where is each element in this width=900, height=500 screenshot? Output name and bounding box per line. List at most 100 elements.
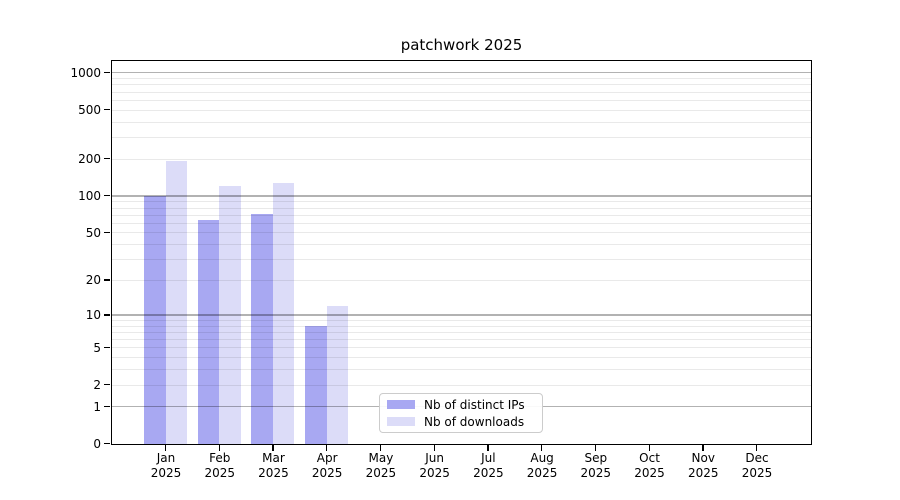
- y-tick-mark: [104, 71, 110, 74]
- legend-label: Nb of distinct IPs: [424, 397, 525, 412]
- x-tick-year: 2025: [687, 466, 719, 480]
- x-tick-month: Oct: [639, 451, 660, 465]
- x-tick-label: May 2025: [353, 451, 409, 481]
- y-tick-label: 2: [93, 378, 101, 392]
- x-tick-label: Apr 2025: [299, 451, 355, 481]
- x-tick-month: Nov: [691, 451, 715, 465]
- x-tick-label: Jan 2025: [138, 451, 194, 481]
- minor-gridline: [111, 91, 811, 93]
- x-tick-mark: [594, 445, 597, 451]
- x-tick-year: 2025: [419, 466, 450, 480]
- plot-area: [104, 59, 812, 451]
- x-tick-month: Jun: [425, 451, 444, 465]
- x-tick-mark: [433, 445, 435, 451]
- x-tick-mark: [702, 445, 704, 451]
- x-tick-mark: [326, 445, 328, 451]
- bar-downloads: [272, 182, 295, 444]
- x-tick-label: Nov 2025: [675, 451, 731, 481]
- x-tick-mark: [379, 445, 382, 451]
- bar-downloads: [326, 305, 349, 444]
- x-tick-mark: [272, 445, 274, 451]
- minor-gridline: [111, 207, 811, 209]
- x-tick-year: 2025: [526, 466, 558, 480]
- y-tick-label: 0: [93, 437, 101, 451]
- y-tick-mark: [104, 405, 110, 408]
- minor-gridline: [111, 84, 811, 86]
- y-tick-label: 200: [78, 152, 101, 167]
- y-tick-label: 20: [85, 273, 101, 288]
- bar-distinct-ips: [144, 195, 166, 444]
- legend-label: Nb of downloads: [424, 414, 525, 429]
- x-tick-year: 2025: [473, 466, 504, 480]
- y-tick-mark: [104, 109, 110, 111]
- minor-gridline: [111, 99, 811, 101]
- legend-item: Nb of downloads: [387, 415, 535, 429]
- x-tick-year: 2025: [311, 466, 343, 480]
- legend-swatch-icon: [387, 417, 415, 426]
- x-tick-month: Mar: [262, 451, 285, 465]
- y-tick-mark: [104, 279, 110, 281]
- y-tick-mark: [104, 195, 110, 197]
- legend-swatch-icon: [387, 400, 415, 409]
- x-tick-month: Feb: [209, 451, 231, 465]
- x-tick-month: Jul: [481, 451, 496, 465]
- y-tick-label: 10: [85, 308, 101, 323]
- x-tick-label: Sep 2025: [568, 451, 624, 481]
- bar-distinct-ips: [251, 213, 273, 444]
- y-tick-mark: [104, 443, 110, 445]
- y-tick-label: 500: [78, 103, 101, 118]
- y-tick-mark: [104, 158, 110, 160]
- bar-downloads: [165, 160, 187, 444]
- y-tick-mark: [104, 231, 110, 234]
- y-tick-mark: [104, 346, 110, 349]
- x-tick-label: Mar 2025: [245, 451, 301, 481]
- legend: Nb of distinct IPs Nb of downloads: [379, 393, 543, 433]
- minor-gridline: [111, 137, 811, 138]
- major-gridline: [111, 195, 811, 197]
- x-tick-mark: [487, 445, 489, 451]
- minor-gridline: [111, 214, 811, 216]
- x-tick-month: Apr: [316, 451, 338, 465]
- y-tick-mark: [104, 314, 110, 316]
- x-tick-mark: [648, 445, 650, 451]
- x-tick-month: Aug: [530, 451, 554, 465]
- x-tick-year: 2025: [365, 466, 397, 480]
- x-tick-mark: [756, 445, 758, 451]
- x-tick-year: 2025: [580, 466, 612, 480]
- bar-distinct-ips: [305, 325, 327, 444]
- legend-item: Nb of distinct IPs: [387, 398, 535, 412]
- x-tick-mark: [165, 445, 167, 451]
- x-tick-year: 2025: [204, 466, 235, 480]
- bar-downloads: [219, 185, 241, 444]
- x-tick-year: 2025: [150, 466, 182, 480]
- y-tick-mark: [104, 384, 110, 386]
- y-tick-label: 100: [78, 189, 101, 204]
- x-tick-month: Sep: [584, 451, 608, 465]
- bar-distinct-ips: [197, 220, 220, 444]
- x-tick-month: Jan: [156, 451, 176, 465]
- x-tick-year: 2025: [258, 466, 289, 480]
- x-tick-mark: [218, 445, 221, 451]
- x-tick-year: 2025: [741, 466, 773, 480]
- x-tick-year: 2025: [634, 466, 665, 480]
- x-tick-mark: [541, 445, 543, 451]
- x-tick-label: Feb 2025: [192, 451, 248, 481]
- y-tick-label: 5: [93, 340, 101, 355]
- minor-gridline: [111, 78, 811, 80]
- y-tick-label: 1000: [70, 65, 101, 80]
- x-tick-label: Jun 2025: [407, 451, 463, 481]
- chart-title: patchwork 2025: [400, 36, 523, 54]
- minor-gridline: [111, 109, 811, 111]
- x-tick-label: Dec 2025: [729, 451, 785, 481]
- x-tick-label: Oct 2025: [622, 451, 678, 481]
- y-tick-label: 50: [85, 225, 101, 240]
- minor-gridline: [111, 121, 811, 123]
- x-tick-label: Aug 2025: [514, 451, 570, 481]
- y-tick-label: 1: [93, 399, 101, 414]
- minor-gridline: [111, 201, 811, 203]
- x-tick-label: Jul 2025: [460, 451, 516, 481]
- minor-gridline: [111, 158, 811, 160]
- x-tick-month: May: [368, 451, 394, 465]
- major-gridline: [111, 71, 811, 74]
